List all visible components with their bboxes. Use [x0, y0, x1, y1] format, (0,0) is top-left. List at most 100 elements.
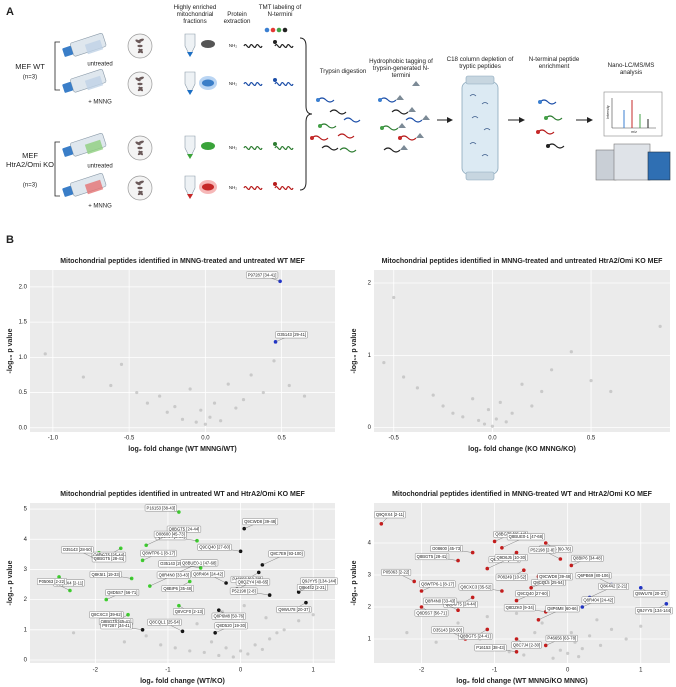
data-point	[415, 386, 420, 390]
label-box	[374, 511, 406, 519]
nh2-label: NH₂	[229, 145, 237, 150]
point-label: Q8D5S7 [56-71]	[105, 589, 140, 596]
point-label: Q9WU78 [20-37]	[276, 606, 312, 613]
label-box	[419, 580, 456, 588]
label-box	[140, 549, 177, 557]
label-text: Q9CQ40 [27-60]	[517, 591, 548, 596]
point-label: O35143 [28-50]	[61, 546, 94, 554]
data-point	[226, 382, 230, 386]
point-label: Q8BIP6 [35-48]	[161, 585, 194, 592]
data-point	[533, 631, 537, 635]
label-text: O08600 [45-73]	[432, 546, 461, 551]
data-point	[272, 359, 276, 363]
label-text: Q8CXC3 [39-62]	[91, 612, 122, 617]
point-label: P52198 [2-8]	[528, 546, 557, 554]
y-tick-label: 3	[368, 573, 372, 579]
x-tick-label: -1	[165, 668, 171, 674]
label-text: Q9D6J5 [10-30]	[497, 555, 527, 560]
panel-label: A	[6, 6, 14, 18]
data-point	[188, 649, 192, 653]
step-label: C18 column depletion of tryptic peptides	[446, 56, 514, 71]
label-box	[571, 555, 604, 562]
label-text: P52198 [2-8]	[232, 588, 256, 593]
data-point	[540, 389, 544, 394]
x-axis-title: log₂ fold change (WT/KO)	[140, 678, 225, 685]
spectrum-ylabel: Intensity	[606, 105, 610, 119]
label-text: Q8CXC3 [35-52]	[460, 584, 491, 589]
data-point	[486, 407, 491, 412]
label-text: Q8D5S7 [56-71]	[416, 610, 446, 615]
label-box	[100, 622, 133, 630]
point-label: Q8K5I1 [19-33]	[89, 571, 122, 578]
label-box	[381, 569, 412, 576]
data-point	[569, 631, 573, 635]
point-label: O35143 [28-50]	[431, 626, 464, 634]
data-point	[71, 631, 76, 635]
data-point	[194, 420, 198, 424]
y-tick-label: 4	[24, 537, 28, 543]
point-label: Q8P6M8 [50-76]	[211, 612, 246, 620]
label-text: O35143 [28-50]	[63, 547, 92, 552]
label-box	[300, 577, 338, 585]
x-tick-label: 0.5	[587, 436, 596, 442]
y-axis-title: -log₁₀ p value	[351, 560, 358, 605]
data-point	[551, 656, 555, 660]
chart-title: Mitochondrial peptides identified in MNN…	[60, 258, 305, 265]
condition-label: untreated	[87, 164, 112, 170]
data-point	[208, 415, 212, 419]
data-point	[202, 650, 206, 655]
data-point	[624, 637, 628, 641]
data-point	[287, 383, 291, 388]
group-n: (n=3)	[23, 75, 37, 81]
y-tick-label: 1.0	[19, 355, 28, 361]
point-label: Q8BUE0-1 [47-68]	[506, 533, 545, 541]
step-label: Trypsin digestion	[319, 68, 367, 75]
data-point	[402, 375, 406, 379]
point-label: Q8WTP6-1 [8-17]	[140, 549, 177, 557]
point-label: Q8CXC3 [39-62]	[89, 611, 124, 619]
y-tick-label: 2	[368, 281, 372, 287]
point-label: Q8R4N0 [33-43]	[423, 597, 457, 605]
data-point	[241, 398, 246, 402]
point-label: Q9CQ40 [27-60]	[515, 590, 550, 597]
data-point	[180, 417, 185, 421]
x-tick-label: 0.0	[488, 436, 497, 442]
label-box	[246, 271, 279, 279]
data-point	[268, 637, 272, 641]
point-label: Q9CWD8 [39-48]	[242, 518, 278, 526]
label-box	[537, 573, 573, 581]
y-tick-label: 0	[24, 658, 28, 664]
label-box	[191, 570, 225, 578]
label-text: Q8QZY4 [40-65]	[238, 579, 269, 584]
data-point	[220, 610, 225, 614]
label-text: Q9WU78 [20-37]	[635, 591, 666, 596]
label-text: O35143 [29-41]	[160, 561, 189, 566]
label-text: Q9CWD8 [39-48]	[244, 519, 276, 524]
data-point	[219, 419, 223, 423]
y-tick-label: 1	[368, 353, 372, 359]
data-point	[224, 646, 228, 650]
y-tick-label: 0	[368, 425, 372, 431]
label-text: Q8BIP6 [34-48]	[573, 556, 602, 561]
label-box	[423, 597, 457, 605]
data-point	[522, 653, 526, 657]
data-point	[470, 550, 475, 555]
point-label: Q8QZY4 [40-65]	[235, 578, 271, 586]
point-label: Q9CWD8 [39-48]	[537, 573, 573, 581]
point-label: Q9JYY5 [134-144]	[300, 577, 338, 585]
point-label: P16153 [38-43]	[474, 644, 507, 652]
label-text: Q8VCF0 [2-13]	[175, 609, 203, 614]
y-tick-label: 5	[24, 507, 28, 513]
point-label: Q8K442 [2-21]	[297, 584, 328, 591]
x-tick-label: -0.5	[124, 436, 135, 442]
label-text: Q8K5I1 [19-33]	[91, 572, 119, 577]
label-box	[37, 578, 67, 585]
label-box	[214, 622, 248, 630]
label-text: Q8DZK0 [9-34]	[506, 605, 534, 610]
point-label: Q8BUE0-1 [47-68]	[180, 559, 219, 567]
chart-title: Mitochondrial peptides identified in unt…	[60, 491, 305, 498]
data-point	[249, 373, 253, 377]
plot-background	[374, 270, 670, 432]
x-tick-label: -1.0	[48, 436, 59, 442]
data-point	[158, 394, 162, 398]
